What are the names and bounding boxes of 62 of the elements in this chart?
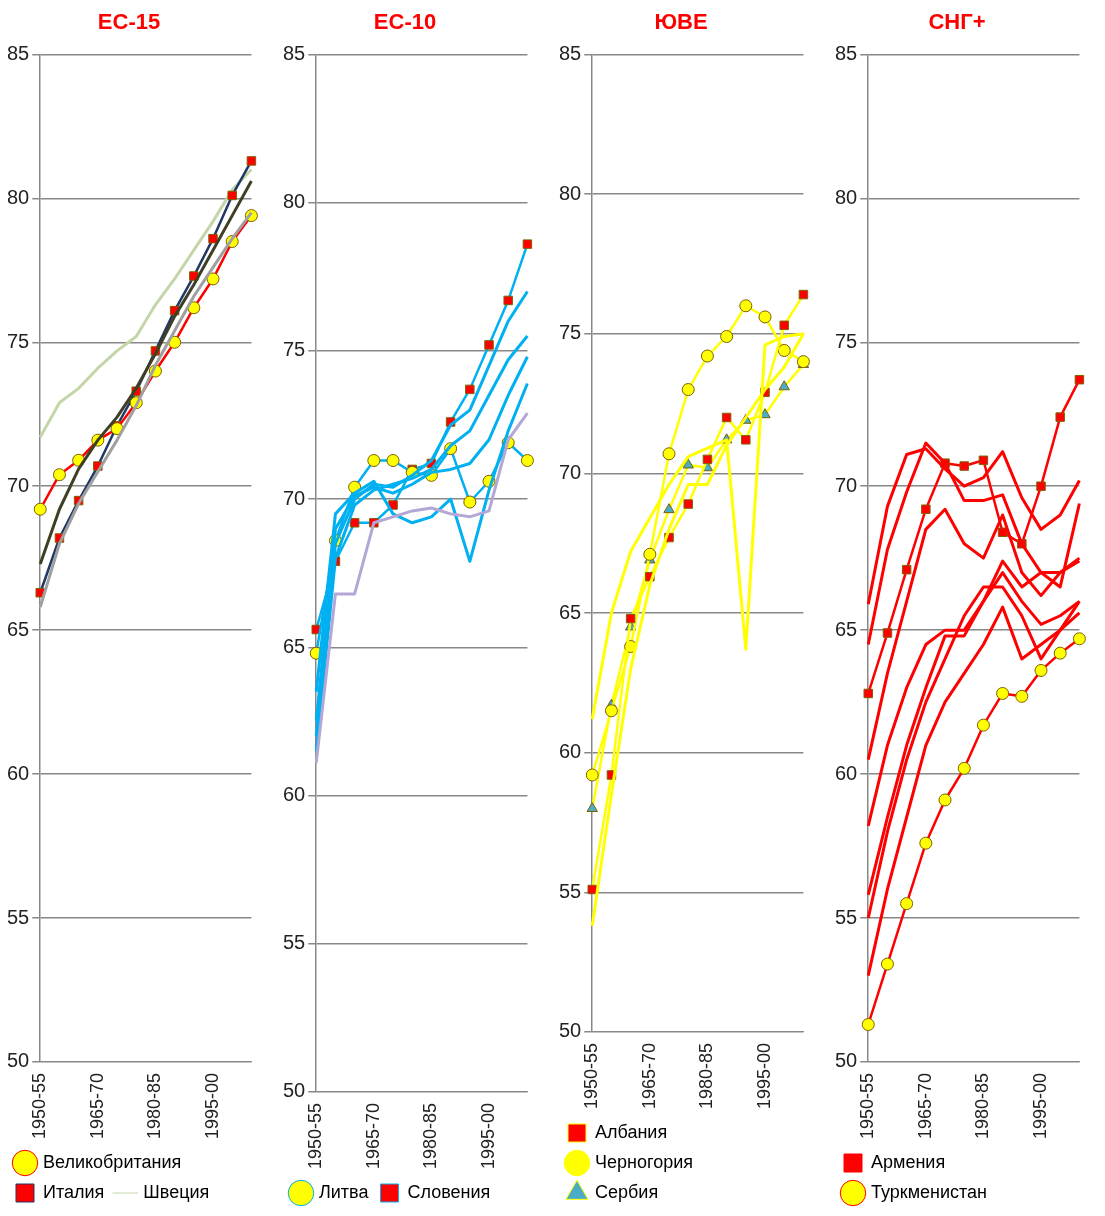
y-tick-label: 55 xyxy=(283,931,306,954)
x-tick-label: 1995-00 xyxy=(477,1102,498,1169)
y-tick-label: 55 xyxy=(835,905,858,928)
y-tick-label: 60 xyxy=(7,761,30,784)
x-tick-label: 1950-55 xyxy=(581,1042,602,1109)
legend-label: Великобритания xyxy=(43,1151,182,1172)
chart-title: ЕС-10 xyxy=(373,9,437,35)
y-tick-label: 80 xyxy=(835,185,858,208)
x-tick-label: 1995-00 xyxy=(1029,1072,1050,1139)
y-tick-label: 80 xyxy=(7,185,30,208)
y-tick-label: 75 xyxy=(835,329,858,352)
y-tick-label: 65 xyxy=(7,617,30,640)
y-tick-label: 70 xyxy=(7,473,30,496)
x-tick-label: 1980-85 xyxy=(696,1042,717,1109)
chart-title: ЮВЕ xyxy=(654,9,708,35)
legend-label: Туркменистан xyxy=(871,1181,988,1202)
y-tick-label: 60 xyxy=(283,783,306,806)
chart-title: СНГ+ xyxy=(928,9,986,35)
legend-label: Сербия xyxy=(595,1181,659,1202)
legend-label: Италия xyxy=(43,1181,105,1202)
y-tick-label: 80 xyxy=(559,181,582,204)
y-tick-label: 60 xyxy=(559,740,582,763)
x-tick-label: 1965-70 xyxy=(362,1102,383,1169)
y-tick-label: 75 xyxy=(283,338,306,361)
legend-label: Швеция xyxy=(143,1181,210,1202)
y-tick-label: 65 xyxy=(559,600,582,623)
legend-label: Албания xyxy=(595,1121,668,1142)
legend-label: Словения xyxy=(407,1181,491,1202)
legend-label: Литва xyxy=(319,1181,370,1202)
x-tick-label: 1995-00 xyxy=(753,1042,774,1109)
y-tick-label: 50 xyxy=(559,1019,582,1042)
y-tick-label: 65 xyxy=(283,634,306,657)
x-tick-label: 1950-55 xyxy=(305,1102,326,1169)
y-tick-label: 50 xyxy=(283,1079,306,1102)
y-tick-label: 70 xyxy=(559,460,582,483)
y-tick-label: 85 xyxy=(559,41,582,64)
y-tick-label: 75 xyxy=(7,329,30,352)
y-tick-label: 50 xyxy=(835,1049,858,1072)
y-tick-label: 85 xyxy=(7,41,30,64)
y-tick-label: 65 xyxy=(835,617,858,640)
chart-title: ЕС-15 xyxy=(97,9,161,35)
y-tick-label: 70 xyxy=(283,486,306,509)
x-tick-label: 1965-70 xyxy=(86,1072,107,1139)
x-tick-label: 1965-70 xyxy=(914,1072,935,1139)
x-tick-label: 1980-85 xyxy=(420,1102,441,1169)
y-tick-label: 55 xyxy=(559,879,582,902)
legend-label: Черногория xyxy=(595,1151,693,1172)
y-tick-label: 85 xyxy=(835,41,858,64)
y-tick-label: 85 xyxy=(283,41,306,64)
legend-label: Армения xyxy=(871,1151,946,1172)
x-tick-label: 1980-85 xyxy=(144,1072,165,1139)
y-tick-label: 55 xyxy=(7,905,30,928)
x-tick-label: 1950-55 xyxy=(29,1072,50,1139)
y-tick-label: 60 xyxy=(835,761,858,784)
y-tick-label: 75 xyxy=(559,321,582,344)
x-tick-label: 1965-70 xyxy=(638,1042,659,1109)
x-tick-label: 1980-85 xyxy=(972,1072,993,1139)
y-tick-label: 80 xyxy=(283,190,306,213)
y-tick-label: 50 xyxy=(7,1049,30,1072)
x-tick-label: 1950-55 xyxy=(857,1072,878,1139)
y-tick-label: 70 xyxy=(835,473,858,496)
x-tick-label: 1995-00 xyxy=(201,1072,222,1139)
